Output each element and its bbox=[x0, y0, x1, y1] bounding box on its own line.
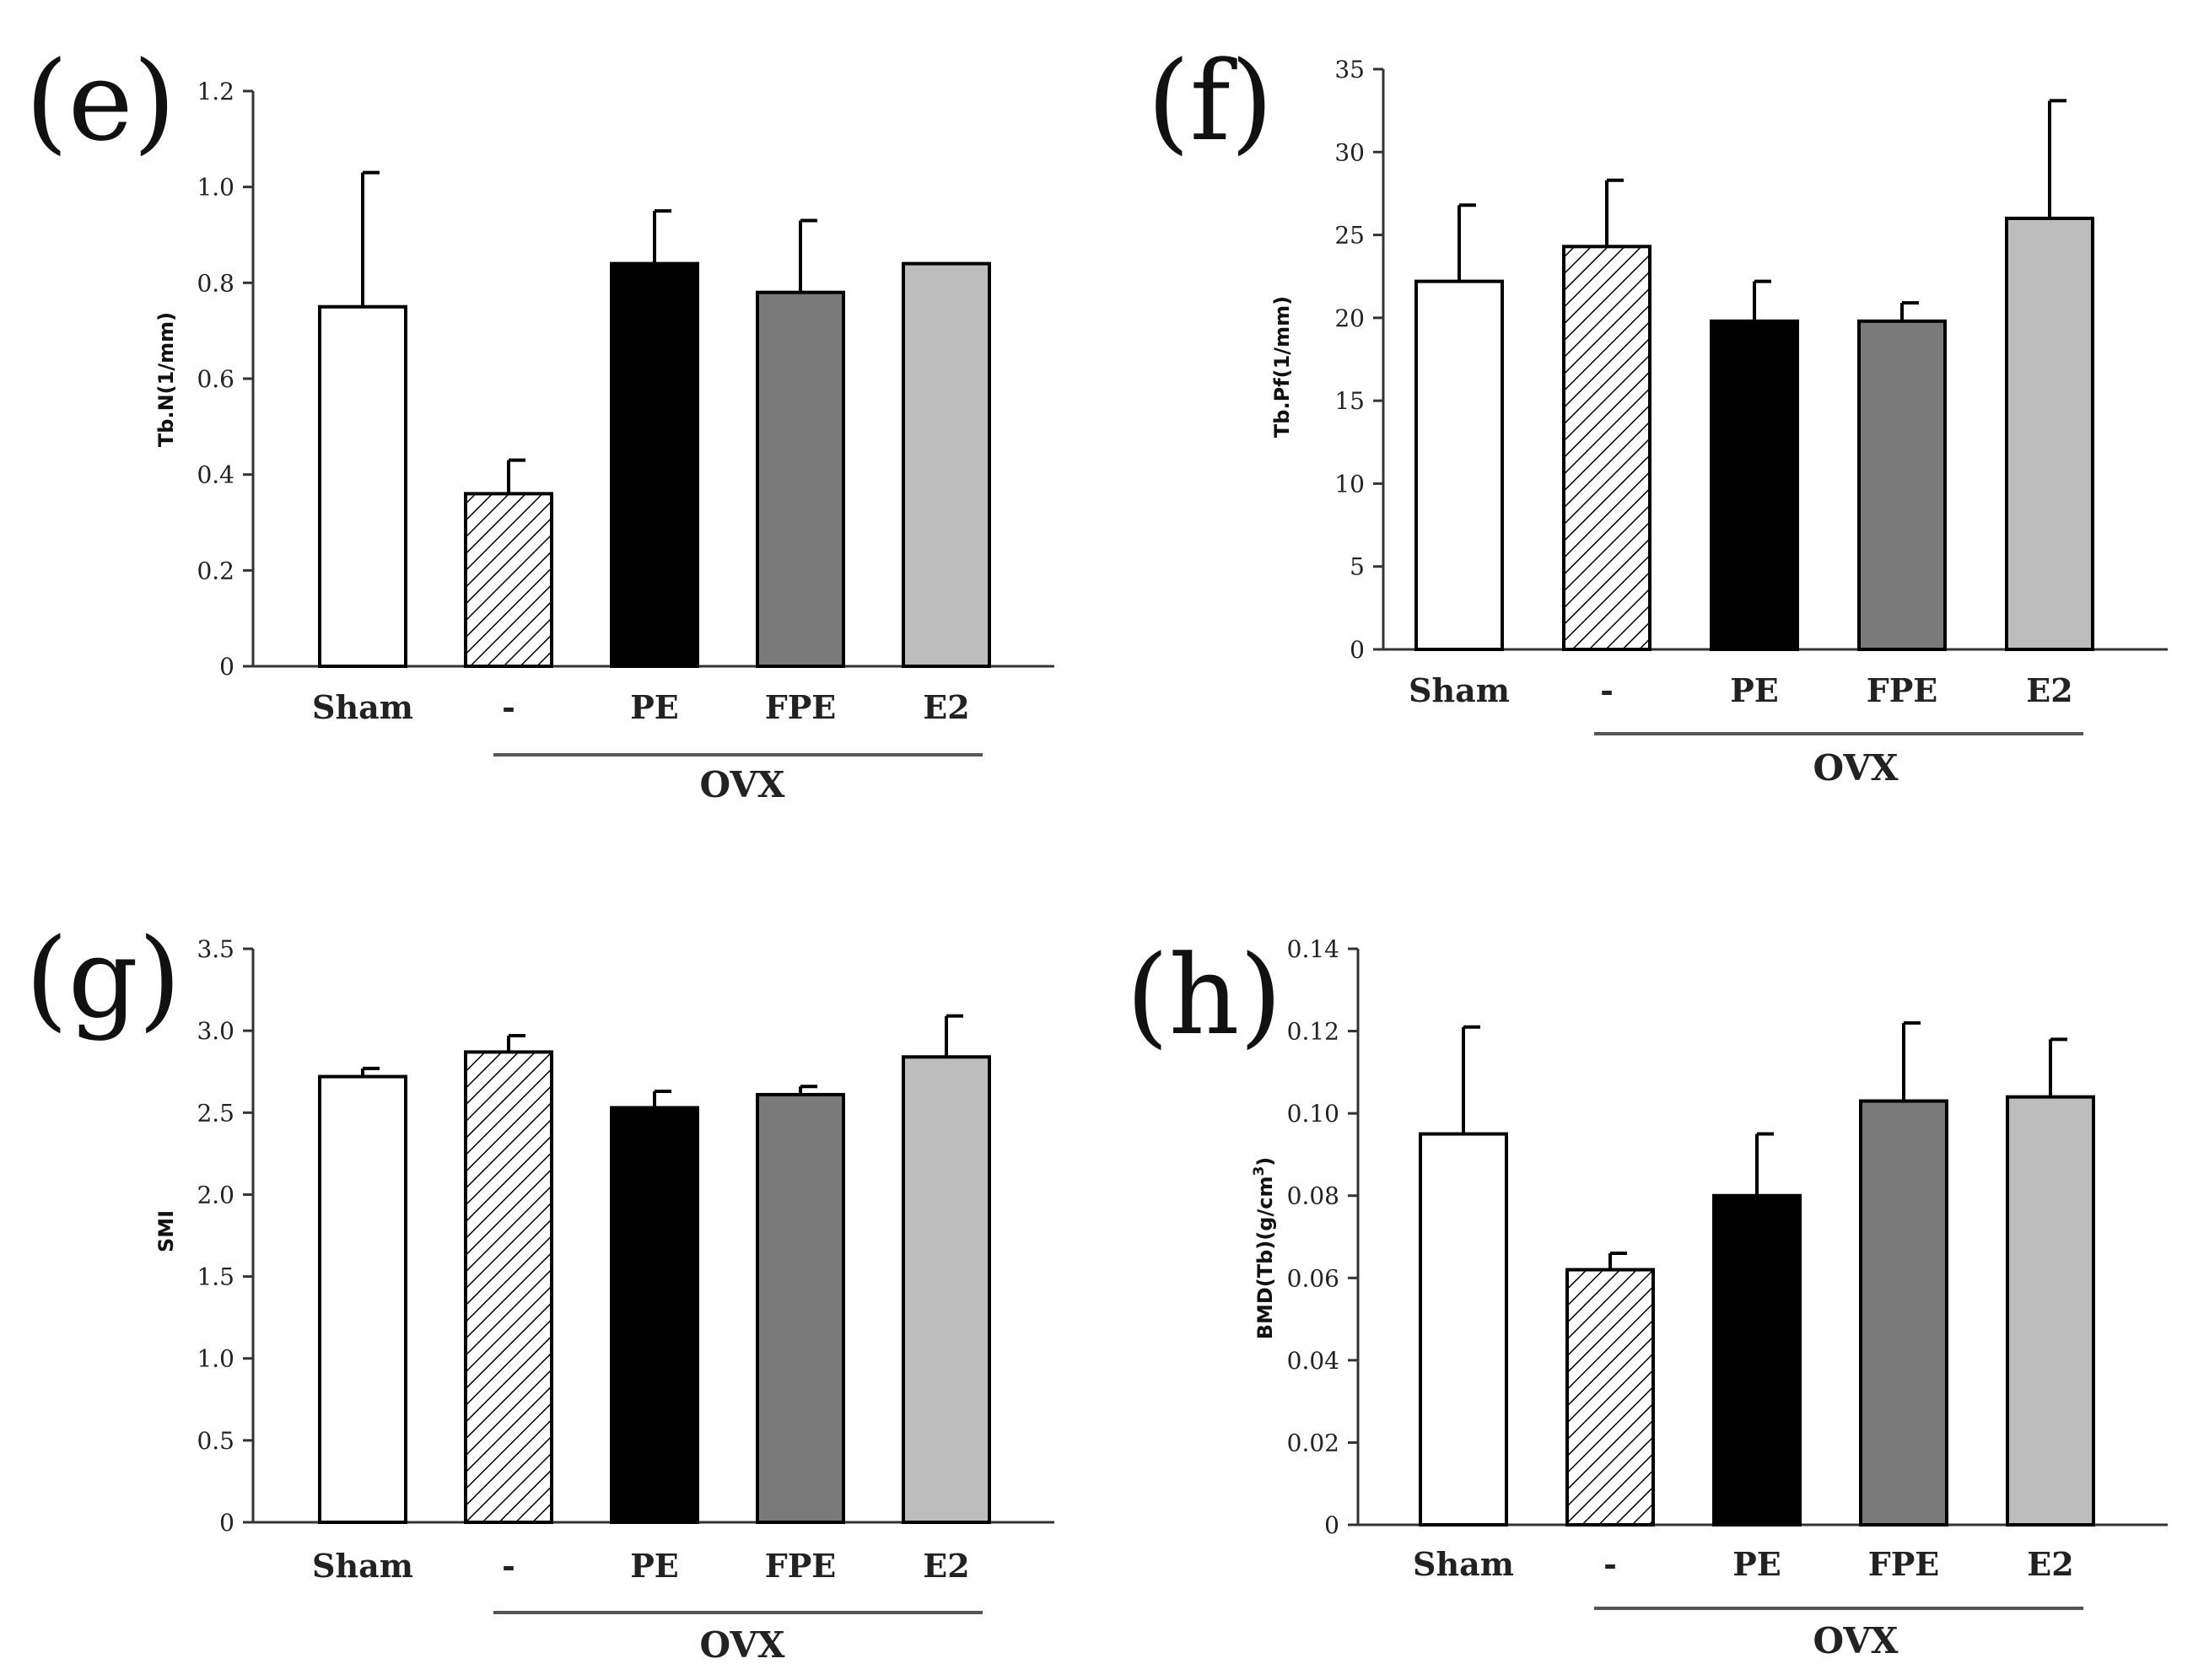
y-tick-label: 0.06 bbox=[1287, 1264, 1339, 1292]
bar bbox=[464, 1050, 553, 1524]
bar bbox=[610, 261, 699, 668]
y-tick-label: 0.2 bbox=[197, 557, 234, 584]
y-tick-label: 0 bbox=[219, 653, 234, 681]
y-tick-label: 1.0 bbox=[197, 174, 234, 202]
x-tick-label: - bbox=[502, 688, 515, 726]
y-tick-label: 3.0 bbox=[197, 1017, 234, 1045]
y-axis-label: BMD(Tb)(g/cm3) bbox=[1251, 1157, 1277, 1340]
y-tick-label: 0.6 bbox=[197, 365, 234, 393]
y-tick-label: 0.5 bbox=[197, 1427, 234, 1455]
bar bbox=[1565, 1268, 1655, 1527]
panel-label: (h) bbox=[1126, 931, 1282, 1059]
panel-g: (g) SMI OVX 0 0.5 1.0 1.5 2.0 2.5 3.0 3.5 Sham - P… bbox=[25, 914, 1054, 1666]
bar bbox=[1712, 1193, 1802, 1527]
bar bbox=[2005, 216, 2094, 651]
y-tick-label: 1.0 bbox=[197, 1345, 234, 1373]
bar bbox=[1419, 1132, 1508, 1527]
bar bbox=[464, 492, 553, 669]
bar bbox=[1857, 319, 1947, 651]
x-tick-label: PE bbox=[630, 688, 679, 726]
y-tick-label: 0.4 bbox=[197, 461, 234, 489]
y-tick-label: 5 bbox=[1350, 553, 1365, 581]
y-tick-label: 20 bbox=[1334, 304, 1365, 332]
y-tick-label: 2.5 bbox=[197, 1099, 234, 1127]
bar bbox=[756, 1092, 845, 1525]
x-tick-label: FPE bbox=[765, 1547, 837, 1585]
x-tick-label: Sham bbox=[312, 1547, 413, 1585]
x-tick-label: E2 bbox=[923, 1547, 969, 1585]
x-tick-label: FPE bbox=[765, 688, 837, 726]
y-tick-label: 1.2 bbox=[197, 78, 234, 105]
x-tick-label: E2 bbox=[923, 688, 969, 726]
y-tick-label: 0 bbox=[1324, 1511, 1339, 1539]
y-axis-label: Tb.N(1/mm) bbox=[154, 312, 178, 447]
panel-label: (e) bbox=[25, 37, 175, 165]
y-tick-label: 15 bbox=[1334, 387, 1365, 415]
y-tick-label: 2.0 bbox=[197, 1181, 234, 1209]
bar bbox=[1859, 1099, 1948, 1527]
x-tick-label: Sham bbox=[1409, 671, 1510, 709]
bar bbox=[902, 1055, 991, 1524]
x-tick-label: FPE bbox=[1868, 1545, 1940, 1583]
y-tick-label: 1.5 bbox=[197, 1263, 234, 1291]
x-tick-label: Sham bbox=[312, 688, 413, 726]
y-tick-label: 0 bbox=[219, 1509, 234, 1537]
y-tick-label: 25 bbox=[1334, 222, 1365, 250]
bar bbox=[756, 290, 845, 668]
panel-h: (h) BMD(Tb)(g/cm3) OVX 0 0.02 0.04 0.06 0.08… bbox=[1126, 931, 2168, 1661]
group-label: OVX bbox=[1813, 747, 1898, 789]
x-tick-label: PE bbox=[1730, 671, 1779, 709]
y-tick-label: 0.14 bbox=[1287, 935, 1339, 963]
y-tick-label: 0.8 bbox=[197, 269, 234, 297]
panel-e: (e) Tb.N(1/mm) OVX 0 0.2 0.4 0.6 0.8 1.0 1.2 Sh… bbox=[25, 37, 1054, 805]
y-axis-label: SMI bbox=[154, 1210, 178, 1252]
bar bbox=[318, 304, 407, 668]
y-axis-label-end: ) bbox=[1253, 1157, 1277, 1166]
y-tick-label: 0.12 bbox=[1287, 1018, 1339, 1046]
group-label: OVX bbox=[699, 1624, 784, 1666]
bar bbox=[902, 261, 991, 668]
x-tick-label: - bbox=[1603, 1545, 1617, 1583]
panel-label: (f) bbox=[1147, 37, 1274, 165]
y-axis-label: Tb.Pf(1/mm) bbox=[1270, 296, 1294, 438]
y-tick-label: 30 bbox=[1334, 138, 1365, 166]
x-tick-label: - bbox=[1600, 671, 1614, 709]
bar bbox=[2006, 1095, 2095, 1527]
group-label: OVX bbox=[1813, 1620, 1898, 1661]
panel-f: (f) Tb.Pf(1/mm) OVX 0 5 10 15 20 25 30 35 Sham - P… bbox=[1147, 37, 2168, 789]
bar bbox=[610, 1106, 699, 1524]
bar bbox=[318, 1074, 407, 1524]
y-tick-label: 0.08 bbox=[1287, 1182, 1339, 1210]
x-tick-label: PE bbox=[630, 1547, 679, 1585]
x-tick-label: FPE bbox=[1867, 671, 1938, 709]
x-tick-label: - bbox=[502, 1547, 515, 1585]
x-tick-label: E2 bbox=[2026, 671, 2072, 709]
y-axis-label-superscript: 3 bbox=[1251, 1166, 1268, 1177]
y-tick-label: 0.04 bbox=[1287, 1347, 1339, 1375]
y-axis-label-main: BMD(Tb)(g/cm bbox=[1253, 1177, 1277, 1340]
x-tick-label: E2 bbox=[2027, 1545, 2073, 1583]
y-tick-label: 0.10 bbox=[1287, 1100, 1339, 1128]
y-tick-label: 35 bbox=[1334, 56, 1365, 83]
panel-label: (g) bbox=[25, 914, 181, 1042]
bar bbox=[1562, 245, 1651, 651]
bar bbox=[1710, 319, 1799, 651]
x-tick-label: Sham bbox=[1413, 1545, 1514, 1583]
y-tick-label: 10 bbox=[1334, 470, 1365, 498]
group-label: OVX bbox=[699, 764, 784, 805]
y-tick-label: 0.02 bbox=[1287, 1429, 1339, 1457]
y-tick-label: 0 bbox=[1350, 636, 1365, 664]
y-tick-label: 3.5 bbox=[197, 935, 234, 963]
bar bbox=[1414, 279, 1504, 651]
x-tick-label: PE bbox=[1732, 1545, 1781, 1583]
